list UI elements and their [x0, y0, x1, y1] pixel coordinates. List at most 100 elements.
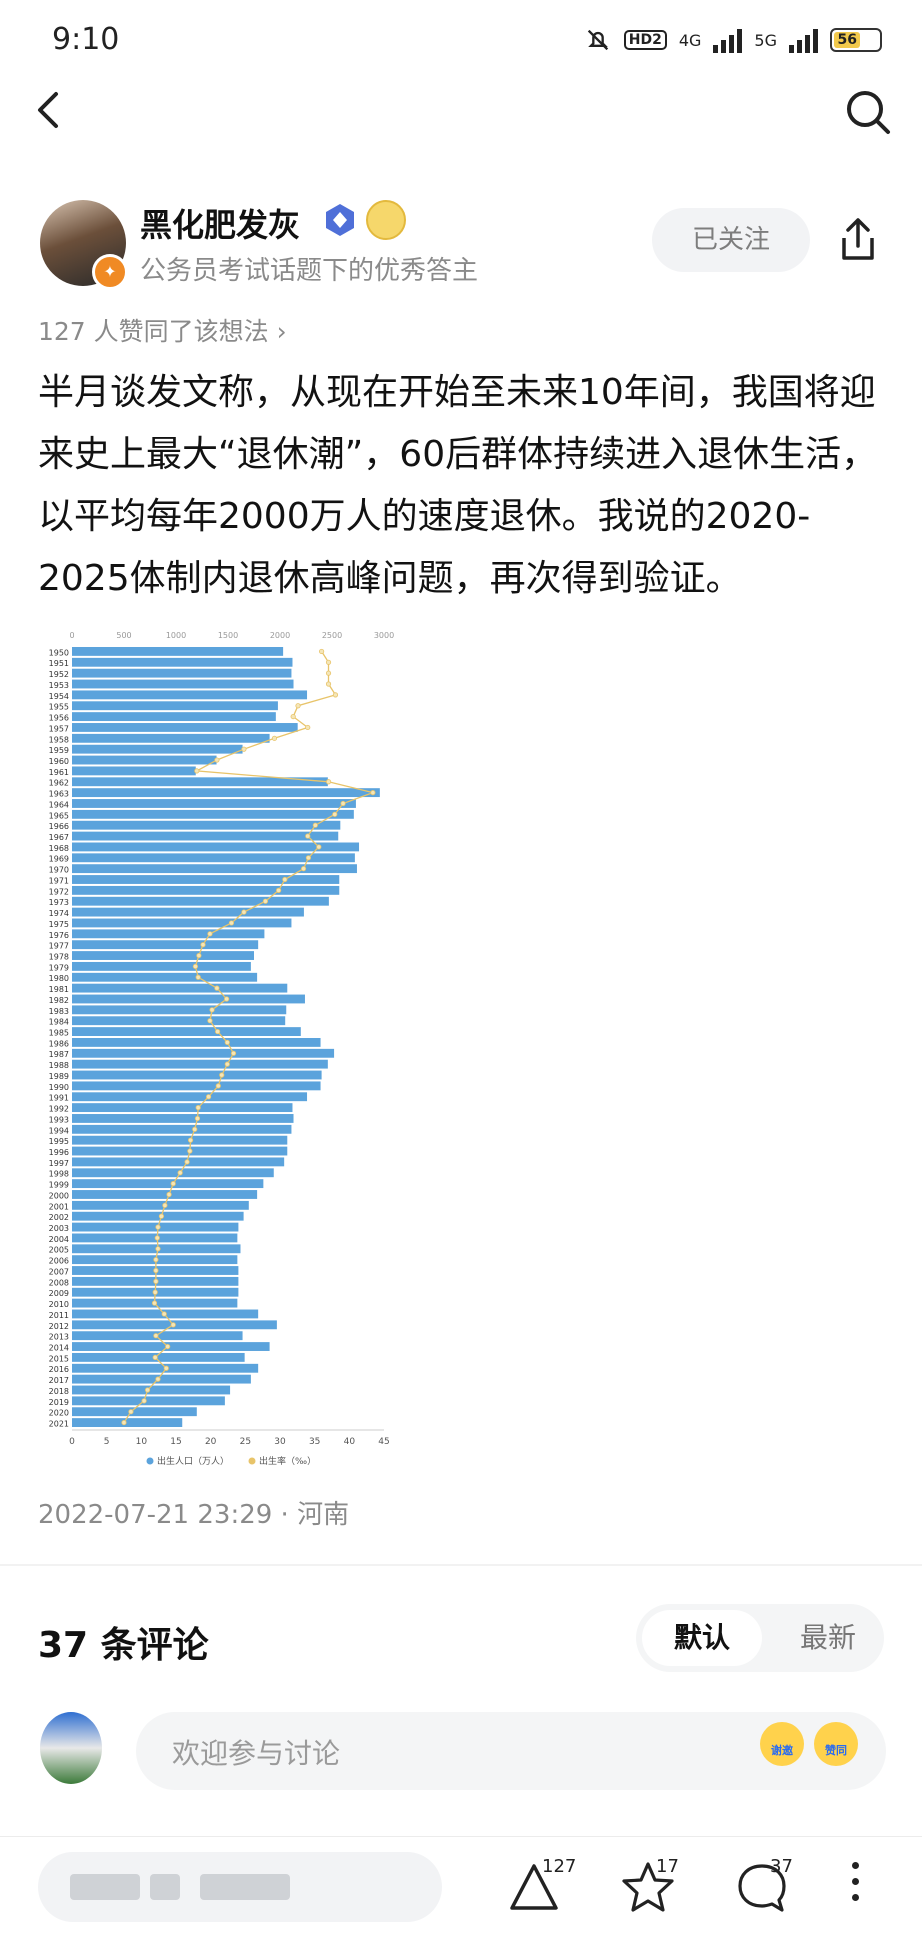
more-options-icon[interactable] — [852, 1862, 860, 1901]
bar — [72, 1396, 225, 1406]
bar — [72, 809, 354, 819]
point — [332, 811, 338, 817]
category-label: 2001 — [49, 1202, 69, 1211]
point — [166, 1191, 172, 1198]
category-label: 2006 — [49, 1257, 69, 1266]
point — [158, 1213, 165, 1219]
point — [300, 866, 307, 872]
bottom-axis-tick-label: 30 — [274, 1437, 286, 1447]
comment-placeholder: 欢迎参与讨论 — [172, 1737, 341, 1770]
point — [290, 713, 296, 720]
category-label: 2000 — [49, 1191, 69, 1200]
point — [316, 844, 322, 850]
category-label: 1985 — [49, 1029, 69, 1038]
point — [340, 800, 346, 807]
mute-bell-icon — [587, 29, 608, 51]
category-label: 1975 — [49, 920, 69, 929]
category-label: 1964 — [49, 800, 69, 809]
point — [196, 952, 202, 959]
bottom-divider — [0, 1836, 922, 1837]
category-label: 1996 — [49, 1148, 69, 1157]
category-label: 1965 — [49, 811, 69, 820]
category-label: 1956 — [49, 714, 69, 723]
category-label: 1950 — [49, 648, 69, 657]
point — [165, 1343, 171, 1350]
comment-count-badge: 37 — [770, 1856, 793, 1877]
bar — [72, 1385, 231, 1395]
point — [152, 1354, 158, 1361]
point — [151, 1300, 158, 1306]
point — [161, 1311, 167, 1317]
agree-count-link[interactable]: 127 人赞同了该想法 › — [38, 317, 287, 346]
status-time: 9:10 — [52, 22, 120, 57]
share-icon[interactable] — [836, 216, 880, 264]
point — [187, 1137, 194, 1143]
bar — [72, 1092, 308, 1102]
category-label: 1959 — [49, 746, 69, 755]
like-icon[interactable] — [508, 1860, 560, 1916]
point — [241, 746, 247, 752]
sort-default-tab[interactable]: 默认 — [642, 1610, 762, 1666]
category-label: 1958 — [49, 735, 69, 744]
category-label: 1995 — [49, 1137, 69, 1146]
author-badge-icon: ✦ — [92, 254, 128, 290]
point — [312, 822, 318, 828]
category-label: 2002 — [49, 1213, 69, 1222]
category-label: 1979 — [49, 963, 69, 972]
bar — [72, 777, 328, 787]
legend-marker-rate — [248, 1457, 256, 1465]
point — [224, 996, 230, 1002]
category-label: 1972 — [49, 887, 69, 896]
point — [177, 1170, 183, 1176]
category-label: 1987 — [49, 1050, 69, 1059]
bar — [72, 842, 360, 852]
emoji-thanks-icon[interactable]: 谢邀 — [760, 1722, 804, 1766]
bar — [72, 951, 254, 960]
bar — [72, 701, 278, 711]
bar — [72, 766, 196, 776]
bar — [72, 1211, 244, 1221]
bar — [72, 1070, 322, 1080]
category-label: 2013 — [49, 1333, 69, 1342]
category-label: 2009 — [49, 1289, 69, 1298]
point — [224, 1061, 230, 1067]
legend-marker-births — [146, 1457, 154, 1465]
category-label: 1968 — [49, 844, 69, 853]
point — [209, 1007, 215, 1013]
network-4g-label: 4G — [678, 30, 702, 50]
emoji-agree-icon[interactable]: 赞同 — [814, 1722, 858, 1766]
category-label: 1961 — [49, 768, 69, 777]
top-axis-tick-label: 1000 — [166, 631, 186, 640]
bar — [72, 875, 340, 884]
category-label: 1990 — [49, 1083, 69, 1092]
search-icon[interactable] — [844, 88, 892, 136]
point — [318, 648, 325, 655]
bar — [72, 940, 259, 950]
author-name[interactable]: 黑化肥发灰 — [140, 206, 301, 244]
post-time-location: 2022-07-21 23:29 · 河南 — [38, 1500, 350, 1530]
bar — [72, 712, 276, 722]
bar — [72, 1374, 251, 1384]
post-body: 半月谈发文称，从现在开始至未来10年间，我国将迎来史上最大“退休潮”，60后群体… — [38, 372, 878, 599]
bar — [72, 744, 243, 754]
follow-button[interactable]: 已关注 — [652, 208, 810, 272]
comment-bubble-icon[interactable] — [734, 1860, 790, 1916]
point — [195, 1104, 201, 1111]
top-axis-tick-label: 2000 — [270, 631, 290, 640]
sort-latest-tab[interactable]: 最新 — [799, 1621, 856, 1654]
back-icon[interactable] — [30, 90, 70, 130]
blurred-placeholder-block — [150, 1874, 180, 1900]
section-divider — [0, 1564, 922, 1566]
like-count: 127 — [542, 1856, 577, 1877]
point — [325, 670, 332, 676]
category-label: 2017 — [49, 1376, 69, 1385]
bar — [72, 907, 304, 917]
bar — [72, 1168, 274, 1178]
bottom-axis-tick-label: 15 — [170, 1437, 181, 1447]
favorite-star-icon[interactable] — [620, 1860, 676, 1916]
bar — [72, 723, 298, 732]
category-label: 1974 — [49, 909, 69, 918]
category-label: 1954 — [49, 692, 69, 701]
category-label: 1997 — [49, 1159, 69, 1168]
point — [219, 1072, 225, 1078]
